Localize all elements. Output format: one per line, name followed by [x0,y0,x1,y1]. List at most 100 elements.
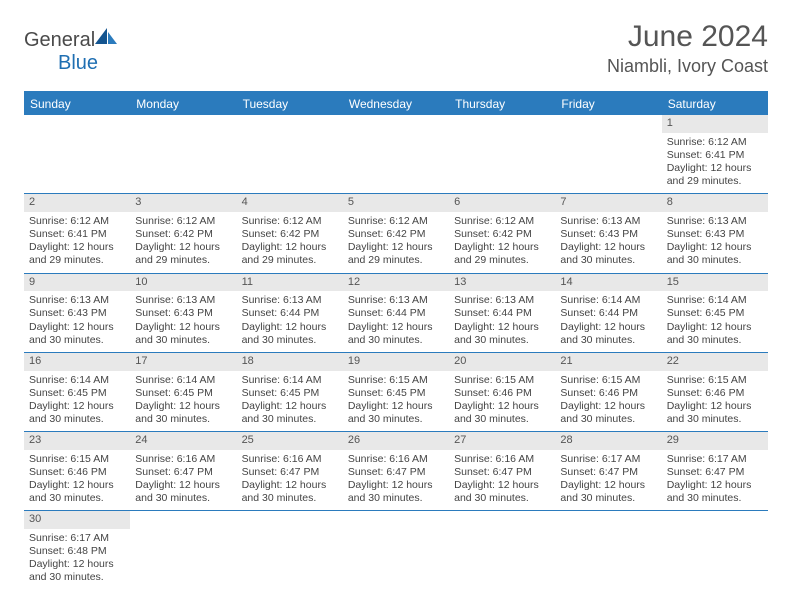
sunset-text: Sunset: 6:44 PM [242,307,338,320]
day-cell: 24Sunrise: 6:16 AMSunset: 6:47 PMDayligh… [130,432,236,510]
day-cell: 13Sunrise: 6:13 AMSunset: 6:44 PMDayligh… [449,274,555,352]
dayname-row: Sunday Monday Tuesday Wednesday Thursday… [24,93,768,115]
sunrise-text: Sunrise: 6:16 AM [454,453,550,466]
daylight2-text: and 30 minutes. [454,413,550,426]
day-number: 15 [662,274,768,292]
logo: General Blue [24,20,117,75]
daylight2-text: and 30 minutes. [348,413,444,426]
daylight1-text: Daylight: 12 hours [135,241,231,254]
dayname-friday: Friday [555,93,661,115]
sunrise-text: Sunrise: 6:13 AM [29,294,125,307]
sunset-text: Sunset: 6:47 PM [454,466,550,479]
sunrise-text: Sunrise: 6:13 AM [242,294,338,307]
daylight2-text: and 30 minutes. [560,492,656,505]
logo-text: General Blue [24,28,117,75]
sunrise-text: Sunrise: 6:13 AM [667,215,763,228]
day-cell: 12Sunrise: 6:13 AMSunset: 6:44 PMDayligh… [343,274,449,352]
logo-sail-icon [95,33,117,50]
daylight1-text: Daylight: 12 hours [667,162,763,175]
day-cell [130,511,236,589]
daylight1-text: Daylight: 12 hours [560,479,656,492]
sunrise-text: Sunrise: 6:15 AM [454,374,550,387]
daylight1-text: Daylight: 12 hours [29,558,125,571]
day-cell: 29Sunrise: 6:17 AMSunset: 6:47 PMDayligh… [662,432,768,510]
daylight1-text: Daylight: 12 hours [348,321,444,334]
sunrise-text: Sunrise: 6:12 AM [135,215,231,228]
daylight2-text: and 29 minutes. [454,254,550,267]
daylight1-text: Daylight: 12 hours [560,400,656,413]
day-number: 28 [555,432,661,450]
sunrise-text: Sunrise: 6:15 AM [29,453,125,466]
day-number: 23 [24,432,130,450]
day-number: 11 [237,274,343,292]
daylight1-text: Daylight: 12 hours [560,321,656,334]
daylight1-text: Daylight: 12 hours [454,241,550,254]
day-number: 5 [343,194,449,212]
daylight2-text: and 30 minutes. [560,334,656,347]
week-row: 2Sunrise: 6:12 AMSunset: 6:41 PMDaylight… [24,194,768,273]
week-row: 1Sunrise: 6:12 AMSunset: 6:41 PMDaylight… [24,115,768,194]
day-cell: 10Sunrise: 6:13 AMSunset: 6:43 PMDayligh… [130,274,236,352]
weeks-container: 1Sunrise: 6:12 AMSunset: 6:41 PMDaylight… [24,115,768,590]
sunrise-text: Sunrise: 6:15 AM [348,374,444,387]
day-cell [237,115,343,193]
calendar: Sunday Monday Tuesday Wednesday Thursday… [24,91,768,590]
daylight2-text: and 29 minutes. [242,254,338,267]
day-cell [343,511,449,589]
sunset-text: Sunset: 6:46 PM [29,466,125,479]
dayname-saturday: Saturday [662,93,768,115]
day-number: 7 [555,194,661,212]
day-number: 30 [24,511,130,529]
daylight1-text: Daylight: 12 hours [454,479,550,492]
sunset-text: Sunset: 6:44 PM [560,307,656,320]
week-row: 30Sunrise: 6:17 AMSunset: 6:48 PMDayligh… [24,511,768,589]
sunset-text: Sunset: 6:46 PM [667,387,763,400]
week-row: 9Sunrise: 6:13 AMSunset: 6:43 PMDaylight… [24,274,768,353]
day-cell: 17Sunrise: 6:14 AMSunset: 6:45 PMDayligh… [130,353,236,431]
day-cell: 2Sunrise: 6:12 AMSunset: 6:41 PMDaylight… [24,194,130,272]
sunset-text: Sunset: 6:41 PM [29,228,125,241]
daylight2-text: and 30 minutes. [454,334,550,347]
sunrise-text: Sunrise: 6:12 AM [242,215,338,228]
day-number: 18 [237,353,343,371]
daylight2-text: and 30 minutes. [135,413,231,426]
daylight1-text: Daylight: 12 hours [667,241,763,254]
day-cell: 1Sunrise: 6:12 AMSunset: 6:41 PMDaylight… [662,115,768,193]
sunset-text: Sunset: 6:47 PM [242,466,338,479]
dayname-wednesday: Wednesday [343,93,449,115]
daylight1-text: Daylight: 12 hours [348,400,444,413]
day-number: 24 [130,432,236,450]
daylight1-text: Daylight: 12 hours [29,479,125,492]
daylight1-text: Daylight: 12 hours [135,400,231,413]
day-cell: 5Sunrise: 6:12 AMSunset: 6:42 PMDaylight… [343,194,449,272]
dayname-monday: Monday [130,93,236,115]
day-number: 14 [555,274,661,292]
daylight1-text: Daylight: 12 hours [29,241,125,254]
day-number: 1 [662,115,768,133]
daylight2-text: and 30 minutes. [29,492,125,505]
sunset-text: Sunset: 6:46 PM [454,387,550,400]
daylight2-text: and 30 minutes. [348,492,444,505]
dayname-tuesday: Tuesday [237,93,343,115]
day-cell [555,115,661,193]
daylight2-text: and 29 minutes. [667,175,763,188]
day-cell: 4Sunrise: 6:12 AMSunset: 6:42 PMDaylight… [237,194,343,272]
daylight1-text: Daylight: 12 hours [29,400,125,413]
sunset-text: Sunset: 6:42 PM [242,228,338,241]
daylight1-text: Daylight: 12 hours [29,321,125,334]
daylight2-text: and 30 minutes. [29,413,125,426]
dayname-sunday: Sunday [24,93,130,115]
day-cell: 3Sunrise: 6:12 AMSunset: 6:42 PMDaylight… [130,194,236,272]
day-cell: 21Sunrise: 6:15 AMSunset: 6:46 PMDayligh… [555,353,661,431]
logo-general: General [24,29,95,51]
daylight1-text: Daylight: 12 hours [560,241,656,254]
day-number: 4 [237,194,343,212]
daylight1-text: Daylight: 12 hours [454,321,550,334]
daylight2-text: and 30 minutes. [667,492,763,505]
sunrise-text: Sunrise: 6:14 AM [135,374,231,387]
sunrise-text: Sunrise: 6:14 AM [560,294,656,307]
day-cell: 9Sunrise: 6:13 AMSunset: 6:43 PMDaylight… [24,274,130,352]
sunset-text: Sunset: 6:46 PM [560,387,656,400]
daylight2-text: and 30 minutes. [667,254,763,267]
sunset-text: Sunset: 6:44 PM [454,307,550,320]
